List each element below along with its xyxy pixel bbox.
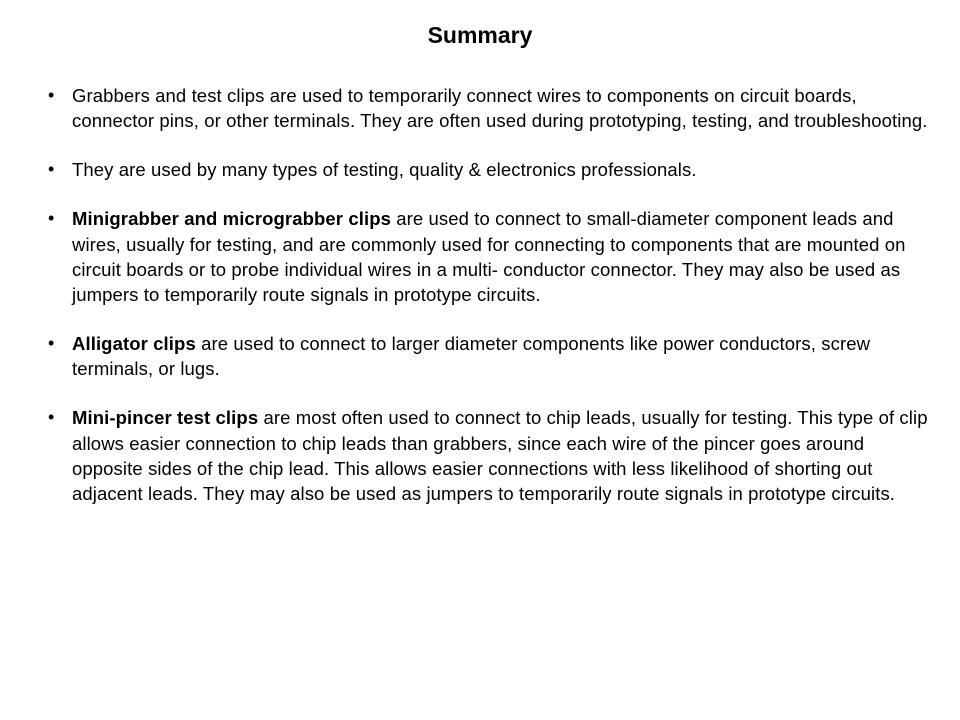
summary-bullet-list: Grabbers and test clips are used to temp… bbox=[30, 83, 930, 506]
bullet-text-segment: They are used by many types of testing, … bbox=[72, 159, 697, 180]
bullet-item: Mini-pincer test clips are most often us… bbox=[40, 405, 930, 506]
bullet-item: Grabbers and test clips are used to temp… bbox=[40, 83, 930, 133]
bullet-text-segment: Mini-pincer test clips bbox=[72, 407, 258, 428]
bullet-text-segment: Minigrabber and micrograbber clips bbox=[72, 208, 391, 229]
bullet-text-segment: Alligator clips bbox=[72, 333, 196, 354]
bullet-text-segment: Grabbers and test clips are used to temp… bbox=[72, 85, 928, 131]
bullet-item: They are used by many types of testing, … bbox=[40, 157, 930, 182]
bullet-item: Alligator clips are used to connect to l… bbox=[40, 331, 930, 381]
page-title: Summary bbox=[30, 22, 930, 49]
bullet-item: Minigrabber and micrograbber clips are u… bbox=[40, 206, 930, 307]
